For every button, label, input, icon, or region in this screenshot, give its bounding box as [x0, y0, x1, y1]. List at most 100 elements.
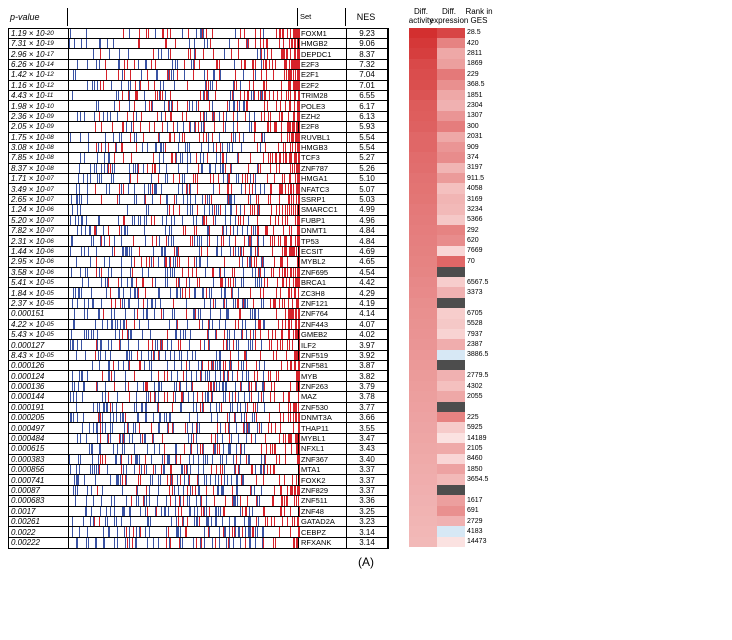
diff-activity-cell [409, 80, 437, 90]
nes-cell: 9.06 [346, 39, 388, 48]
heatmap-row: 3373 [409, 287, 497, 297]
diff-expression-cell [437, 350, 465, 360]
diff-activity-cell [409, 256, 437, 266]
nes-cell: 4.29 [346, 288, 388, 297]
gene-set-cell: ZC3H8 [299, 288, 347, 297]
nes-cell: 4.65 [346, 257, 388, 266]
barcode-plot [69, 486, 299, 495]
pvalue-cell: 2.37 × 10-05 [9, 299, 69, 308]
heatmap-row: 2811 [409, 48, 497, 58]
heatmap-row: 620 [409, 235, 497, 245]
heatmap-row: 28.5 [409, 28, 497, 38]
rank-ges-cell: 2779.5 [465, 370, 497, 380]
rank-ges-cell: 1850 [465, 464, 497, 474]
barcode-plot [69, 174, 299, 183]
diff-expression-cell [437, 495, 465, 505]
gene-set-cell: E2F2 [299, 81, 347, 90]
diff-expression-cell [437, 215, 465, 225]
heatmap-row: 225 [409, 412, 497, 422]
nes-cell: 6.13 [346, 112, 388, 121]
diff-activity-cell [409, 225, 437, 235]
diff-activity-cell [409, 277, 437, 287]
rank-ges-cell: 2031 [465, 132, 497, 142]
diff-activity-cell [409, 464, 437, 474]
barcode-plot [69, 39, 299, 48]
gene-set-cell: DNMT3A [299, 413, 347, 422]
diff-expression-cell [437, 59, 465, 69]
diff-expression-cell [437, 38, 465, 48]
pvalue-cell: 0.000615 [9, 444, 69, 453]
barcode-plot [69, 29, 299, 38]
diff-activity-cell [409, 516, 437, 526]
pvalue-cell: 8.43 × 10-05 [9, 351, 69, 360]
pvalue-cell: 0.000683 [9, 496, 69, 505]
diff-expression-cell [437, 412, 465, 422]
gene-set-cell: GMEB2 [299, 330, 347, 339]
diff-activity-cell [409, 443, 437, 453]
rank-ges-cell: 14473 [465, 537, 497, 547]
nes-cell: 3.55 [346, 423, 388, 432]
pvalue-cell: 7.31 × 10-19 [9, 39, 69, 48]
gene-set-cell: SSRP1 [299, 195, 347, 204]
pvalue-cell: 1.98 × 10-10 [9, 101, 69, 110]
nes-cell: 3.79 [346, 382, 388, 391]
rank-ges-cell: 3234 [465, 204, 497, 214]
gene-set-cell: ZNF695 [299, 268, 347, 277]
pvalue-cell: 0.000124 [9, 371, 69, 380]
barcode-plot [69, 361, 299, 370]
rank-ges-cell: 2729 [465, 516, 497, 526]
gene-set-cell: ZNF48 [299, 507, 347, 516]
diff-expression-cell [437, 339, 465, 349]
table-row: 2.36 × 10-09EZH26.13 [9, 112, 388, 122]
gene-set-cell: POLE3 [299, 101, 347, 110]
barcode-plot [69, 538, 299, 548]
gene-set-cell: DNMT1 [299, 226, 347, 235]
nes-cell: 8.37 [346, 49, 388, 58]
rank-ges-cell: 225 [465, 412, 497, 422]
diff-expression-cell [437, 537, 465, 547]
rank-ges-cell: 3169 [465, 194, 497, 204]
table-row: 4.22 × 10-05ZNF4434.07 [9, 320, 388, 330]
diff-activity-cell [409, 152, 437, 162]
diff-activity-cell [409, 163, 437, 173]
diff-expression-cell [437, 381, 465, 391]
diff-activity-cell [409, 433, 437, 443]
rank-ges-cell: 909 [465, 142, 497, 152]
heatmap-row: 14473 [409, 537, 497, 547]
gene-set-cell: ZNF511 [299, 496, 347, 505]
diff-activity-cell [409, 287, 437, 297]
rank-ges-cell: 3373 [465, 287, 497, 297]
barcode-plot [69, 527, 299, 536]
gene-set-cell: E2F3 [299, 60, 347, 69]
nes-cell: 4.69 [346, 247, 388, 256]
table-row: 0.000151ZNF7644.14 [9, 309, 388, 319]
table-row: 2.37 × 10-05ZNF1214.19 [9, 299, 388, 309]
table-row: 7.31 × 10-19HMGB29.06 [9, 39, 388, 49]
rank-ges-cell: 620 [465, 235, 497, 245]
gene-set-cell: CEBPZ [299, 527, 347, 536]
nes-cell: 5.93 [346, 122, 388, 131]
pvalue-cell: 1.84 × 10-05 [9, 288, 69, 297]
diff-expression-cell [437, 277, 465, 287]
gene-set-cell: GATAD2A [299, 517, 347, 526]
rank-ges-cell: 6567.5 [465, 277, 497, 287]
table-row: 2.96 × 10-17DEPDC18.37 [9, 49, 388, 59]
diff-expression-cell [437, 48, 465, 58]
heatmap-row: 691 [409, 506, 497, 516]
table-row: 0.000126ZNF5813.87 [9, 361, 388, 371]
nes-cell: 6.17 [346, 101, 388, 110]
heatmap-row [409, 402, 497, 412]
nes-cell: 3.82 [346, 371, 388, 380]
pvalue-cell: 1.42 × 10-12 [9, 70, 69, 79]
gene-set-cell: FOXM1 [299, 29, 347, 38]
heatmap-row: 4302 [409, 381, 497, 391]
diff-activity-cell [409, 391, 437, 401]
rank-ges-cell: 28.5 [465, 28, 497, 38]
pvalue-cell: 1.71 × 10-07 [9, 174, 69, 183]
rank-ges-cell: 3886.5 [465, 350, 497, 360]
diff-expression-cell [437, 80, 465, 90]
barcode-plot [69, 444, 299, 453]
table-row: 0.000497THAP113.55 [9, 423, 388, 433]
nes-cell: 3.92 [346, 351, 388, 360]
header-nes: NES [345, 8, 387, 26]
